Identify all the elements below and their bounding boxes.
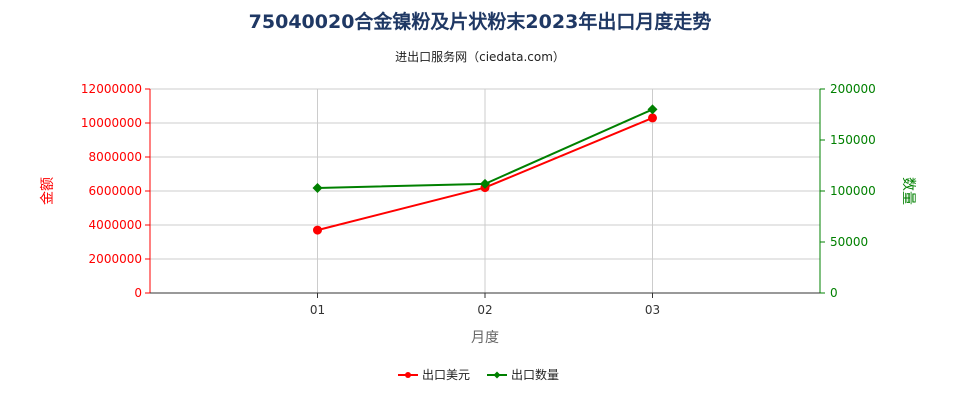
left-tick-label: 10000000 bbox=[81, 116, 142, 130]
left-tick-label: 8000000 bbox=[89, 150, 142, 164]
data-point bbox=[312, 182, 323, 193]
right-axis-title: 数量 bbox=[900, 177, 916, 205]
x-tick-label: 03 bbox=[645, 303, 660, 317]
left-tick-label: 6000000 bbox=[89, 184, 142, 198]
left-tick-label: 0 bbox=[134, 286, 142, 300]
data-point bbox=[648, 113, 657, 123]
right-tick-label: 150000 bbox=[830, 133, 876, 147]
left-tick-label: 4000000 bbox=[89, 218, 142, 232]
right-tick-label: 50000 bbox=[830, 235, 868, 249]
data-point bbox=[647, 104, 658, 115]
x-tick-label: 01 bbox=[310, 303, 325, 317]
left-tick-label: 12000000 bbox=[81, 82, 142, 96]
legend: 出口美元 出口数量 bbox=[398, 367, 559, 382]
legend-swatch-marker bbox=[405, 372, 411, 378]
data-point bbox=[480, 178, 490, 189]
data-point bbox=[313, 225, 322, 235]
legend-label: 出口数量 bbox=[511, 367, 559, 382]
legend-label: 出口美元 bbox=[422, 368, 470, 382]
right-tick-label: 0 bbox=[830, 286, 838, 300]
x-tick-label: 02 bbox=[477, 303, 492, 317]
series bbox=[312, 104, 658, 235]
x-axis-title: 月度 bbox=[471, 330, 499, 346]
legend-swatch-marker bbox=[493, 371, 501, 379]
right-tick-label: 100000 bbox=[830, 184, 876, 198]
left-tick-label: 2000000 bbox=[89, 252, 142, 266]
left-axis-title: 金额 bbox=[40, 177, 56, 205]
chart-subtitle: 进出口服务网（ciedata.com） bbox=[395, 49, 565, 64]
chart-title: 75040020合金镍粉及片状粉末2023年出口月度走势 bbox=[249, 10, 712, 33]
right-tick-label: 200000 bbox=[830, 82, 876, 96]
ticks: 0200000040000006000000800000010000000120… bbox=[81, 82, 876, 317]
